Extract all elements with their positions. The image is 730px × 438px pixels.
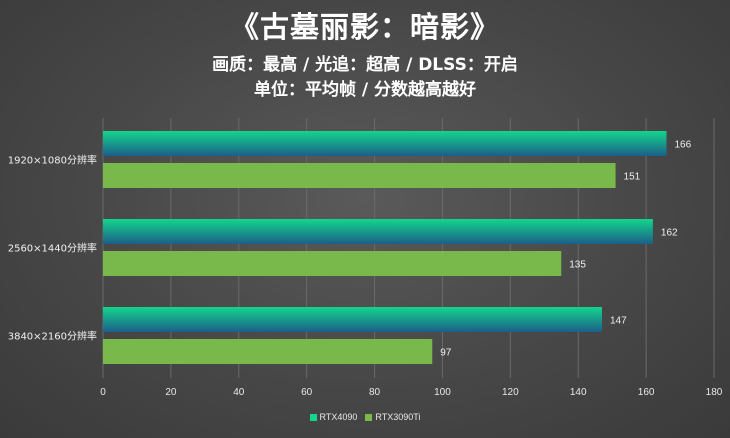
x-tick-label: 160 xyxy=(638,387,655,398)
x-tick-label: 0 xyxy=(100,387,106,398)
chart-subtitle-settings: 画质：最高 / 光追：超高 / DLSS：开启 xyxy=(212,55,518,75)
x-tick-label: 100 xyxy=(434,387,451,398)
category-label: 2560×1440分辨率 xyxy=(8,242,97,255)
bar-rtx4090 xyxy=(103,307,602,332)
x-tick-label: 40 xyxy=(233,387,245,398)
bar-rtx3090ti xyxy=(103,163,616,188)
bar-rtx3090ti xyxy=(103,251,562,276)
data-label-rtx4090: 162 xyxy=(661,228,678,239)
data-label-rtx3090ti: 135 xyxy=(569,260,586,271)
x-tick-label: 140 xyxy=(570,387,587,398)
bar-rtx4090 xyxy=(103,131,667,156)
x-tick-label: 120 xyxy=(502,387,519,398)
bar-rtx4090 xyxy=(103,219,653,244)
category-label: 3840×2160分辨率 xyxy=(8,330,97,343)
legend-swatch-rtx4090 xyxy=(309,413,317,421)
x-tick-label: 20 xyxy=(165,387,177,398)
legend-item-rtx4090: RTX4090 xyxy=(309,412,358,422)
bar-rtx3090ti xyxy=(103,339,433,364)
legend-label-rtx3090ti: RTX3090Ti xyxy=(375,412,421,422)
category-label: 1920×1080分辨率 xyxy=(8,154,97,167)
legend-label-rtx4090: RTX4090 xyxy=(319,412,358,422)
data-label-rtx3090ti: 97 xyxy=(440,348,452,359)
chart-title: 《古墓丽影：暗影》 xyxy=(229,10,500,44)
legend-swatch-rtx3090ti xyxy=(365,413,373,421)
x-tick-label: 60 xyxy=(301,387,313,398)
data-label-rtx3090ti: 151 xyxy=(624,172,641,183)
chart-subtitle-units: 单位：平均帧 / 分数越高越好 xyxy=(253,80,477,100)
x-tick-label: 80 xyxy=(369,387,381,398)
data-label-rtx4090: 147 xyxy=(610,316,627,327)
chart-legend: RTX4090 RTX3090Ti xyxy=(0,412,730,422)
legend-item-rtx3090ti: RTX3090Ti xyxy=(365,412,420,422)
x-tick-label: 180 xyxy=(706,387,723,398)
data-label-rtx4090: 166 xyxy=(674,140,691,151)
